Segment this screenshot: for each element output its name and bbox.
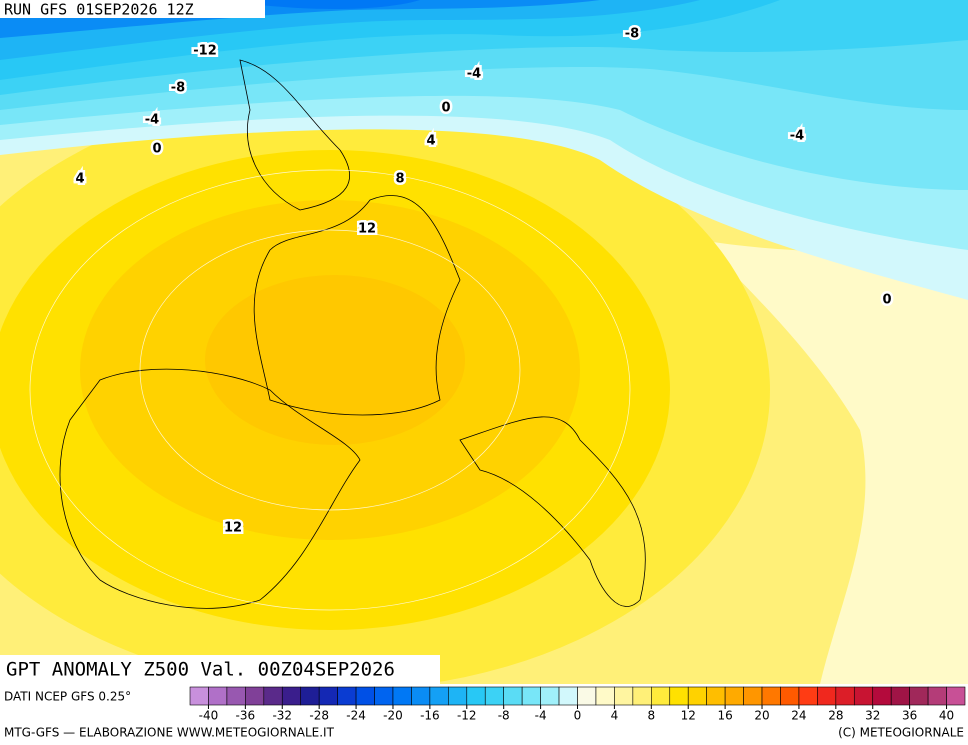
colorbar: -40 -36 -32 -28 -24 -20 -16 -12 -8 -4 0 4 8 12 16 20 24 2… — [189, 686, 966, 723]
contour-labels: -12 -8 -4 0 4 -8 -4 0 4 8 12 -4 0 12 — [73, 24, 894, 538]
colorbar-swatch — [429, 686, 449, 706]
contour-label: -8 — [625, 27, 639, 42]
colorbar-tick-label: 20 — [754, 709, 769, 723]
coastlines — [59, 59, 646, 609]
colorbar-swatch — [189, 686, 209, 706]
colorbar-swatch — [318, 686, 338, 706]
contour-label: 8 — [395, 172, 404, 187]
colorbar-swatch — [817, 686, 837, 706]
colorbar-swatch — [595, 686, 615, 706]
colorbar-swatch — [669, 686, 689, 706]
colorbar-tick-label: 8 — [647, 709, 655, 723]
contour-label: 12 — [224, 521, 242, 536]
contour-label: 4 — [426, 134, 435, 149]
colorbar-tick-label: -36 — [236, 709, 256, 723]
colorbar-swatch — [392, 686, 412, 706]
colorbar-swatch — [263, 686, 283, 706]
colorbar-tick-label: -20 — [383, 709, 403, 723]
colorbar-swatch — [743, 686, 763, 706]
credit-label: MTG-GFS — ELABORAZIONE WWW.METEOGIORNALE… — [4, 726, 335, 740]
colorbar-tick-label: 24 — [791, 709, 806, 723]
contour-label: -12 — [193, 44, 217, 59]
colorbar-tick-label: 32 — [865, 709, 880, 723]
run-label: RUN GFS 01SEP2026 12Z — [4, 1, 194, 19]
colorbar-swatch — [946, 686, 966, 706]
shade-area — [700, 240, 968, 684]
colorbar-swatch — [411, 686, 431, 706]
contour-label: -4 — [145, 113, 159, 128]
colorbar-tick-label: 12 — [681, 709, 696, 723]
colorbar-tick-label: -16 — [420, 709, 440, 723]
colorbar-tick-label: 16 — [717, 709, 732, 723]
header-box — [0, 0, 265, 18]
shade-area — [220, 0, 420, 9]
colorbar-swatch — [245, 686, 265, 706]
colorbar-swatch — [374, 686, 394, 706]
colorbar-swatch — [909, 686, 929, 706]
colorbar-swatch — [706, 686, 726, 706]
colorbar-swatch — [484, 686, 504, 706]
colorbar-swatch — [208, 686, 228, 706]
colorbar-swatch — [558, 686, 578, 706]
colorbar-tick-label: 40 — [939, 709, 954, 723]
colorbar-swatch — [614, 686, 634, 706]
colorbar-tick-label: -28 — [309, 709, 329, 723]
contour-label: 12 — [358, 222, 376, 237]
colorbar-swatch — [761, 686, 781, 706]
colorbar-swatch — [466, 686, 486, 706]
colorbar-tick-label: -8 — [498, 709, 510, 723]
shade-area — [205, 275, 465, 445]
colorbar-swatch — [927, 686, 947, 706]
title-box — [0, 655, 440, 684]
colorbar-tick-label: -12 — [457, 709, 477, 723]
colorbar-tick-label: 28 — [828, 709, 843, 723]
colorbar-tick-label: 36 — [902, 709, 917, 723]
copyright-label: (C) METEOGIORNALE — [838, 726, 964, 740]
colorbar-tick-label: -40 — [199, 709, 219, 723]
colorbar-swatch — [872, 686, 892, 706]
contour-label: 0 — [152, 142, 161, 157]
colorbar-swatch — [448, 686, 468, 706]
colorbar-swatch — [798, 686, 818, 706]
contour-label: 0 — [441, 101, 450, 116]
colorbar-tick-label: -4 — [535, 709, 547, 723]
colorbar-swatch — [687, 686, 707, 706]
colorbar-swatch — [281, 686, 302, 706]
source-label: DATI NCEP GFS 0.25° — [4, 690, 131, 704]
colorbar-tick-label: -24 — [346, 709, 366, 723]
colorbar-swatch — [780, 686, 800, 706]
colorbar-swatch — [853, 686, 874, 706]
colorbar-swatch — [632, 686, 652, 706]
colorbar-tick-label: 4 — [611, 709, 619, 723]
colorbar-swatch — [724, 686, 744, 706]
colorbar-swatch — [503, 686, 523, 706]
map-title: GPT ANOMALY Z500 Val. 00Z04SEP2026 — [6, 659, 395, 681]
contour-label: 0 — [882, 293, 891, 308]
colorbar-swatch — [337, 686, 357, 706]
colorbar-swatch — [540, 686, 560, 706]
colorbar-tick-label: -32 — [272, 709, 292, 723]
colorbar-swatch — [300, 686, 320, 706]
contour-lines — [29, 169, 631, 611]
map — [0, 0, 968, 690]
colorbar-swatch — [355, 686, 375, 706]
contour-label: -8 — [171, 81, 185, 96]
contour-label: -4 — [467, 67, 481, 82]
colorbar-swatch — [651, 686, 671, 706]
colorbar-swatch — [226, 686, 246, 706]
contour-label: 4 — [75, 172, 84, 187]
colorbar-tick-label: 0 — [574, 709, 582, 723]
colorbar-swatch — [521, 686, 541, 706]
contour-label: -4 — [790, 129, 804, 144]
colorbar-swatch — [890, 686, 910, 706]
colorbar-swatch — [577, 686, 597, 706]
colorbar-swatch — [835, 686, 855, 706]
